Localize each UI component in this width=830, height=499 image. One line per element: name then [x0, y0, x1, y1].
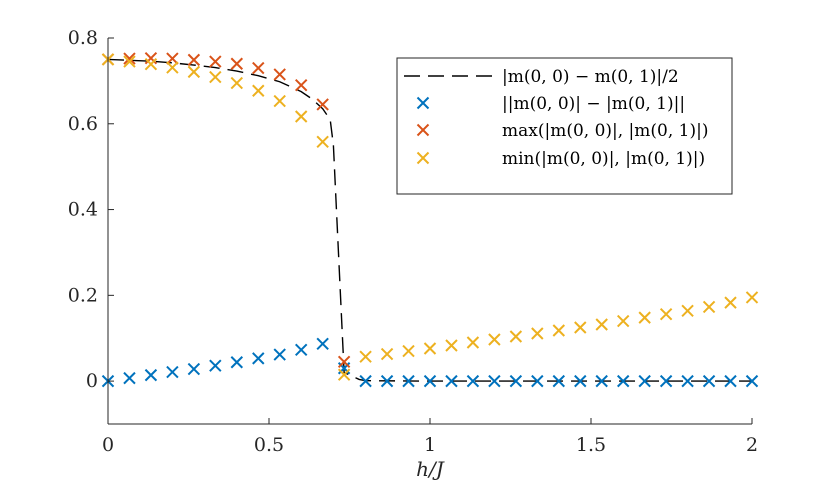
data-point [252, 352, 265, 365]
data-point [402, 344, 415, 358]
legend-box [396, 57, 733, 195]
data-point [273, 94, 286, 108]
legend-label: max(|m(0, 0)|, |m(0, 1)|) [502, 121, 708, 141]
data-point [466, 374, 480, 388]
data-point [659, 374, 673, 388]
data-point [531, 374, 544, 388]
data-point [123, 371, 136, 385]
data-point [531, 327, 544, 340]
x-tick-label: 1 [424, 434, 436, 456]
data-point [316, 98, 329, 111]
data-point [252, 84, 265, 97]
data-point [166, 52, 179, 65]
x-tick-label: 2 [746, 434, 758, 456]
data-point [209, 55, 222, 68]
data-point [638, 374, 651, 388]
data-point [209, 70, 222, 84]
data-point [230, 356, 244, 369]
data-point [552, 324, 566, 337]
data-point [337, 355, 351, 369]
data-point [144, 57, 158, 71]
data-point [230, 76, 244, 90]
data-point [574, 321, 587, 334]
data-point [402, 374, 415, 388]
data-point [423, 374, 437, 388]
data-point [187, 65, 201, 79]
series-3 [101, 53, 759, 381]
data-point [702, 300, 716, 314]
data-point [616, 314, 630, 328]
data-point [273, 68, 286, 81]
legend-entry-3: min(|m(0, 0)|, |m(0, 1)|) [416, 149, 705, 169]
data-point [294, 110, 308, 123]
data-point [574, 374, 587, 388]
data-point [745, 374, 759, 388]
data-point [423, 342, 437, 355]
data-point [595, 318, 608, 331]
series-1 [101, 337, 759, 388]
data-point [187, 362, 201, 376]
data-point [337, 368, 351, 381]
x-axis-label: h/J [416, 457, 445, 481]
data-point [488, 333, 501, 346]
data-point [445, 339, 458, 352]
data-point [616, 374, 630, 388]
data-point [230, 57, 244, 70]
legend-entry-2: max(|m(0, 0)|, |m(0, 1)|) [416, 121, 708, 141]
legend-label: |m(0, 0) − m(0, 1)|/2 [502, 67, 679, 87]
y-tick-label: 0.2 [68, 284, 98, 306]
data-point [552, 374, 566, 388]
y-tick-label: 0.4 [68, 199, 98, 221]
data-point [681, 304, 694, 317]
data-point [294, 78, 308, 92]
data-point [702, 374, 716, 388]
data-point [745, 291, 759, 304]
data-point [166, 365, 179, 379]
data-point [273, 348, 286, 361]
data-point [595, 374, 608, 388]
data-point [252, 61, 265, 75]
data-point [166, 61, 179, 74]
x-tick-label: 0 [102, 434, 114, 456]
data-point [209, 359, 222, 372]
legend-swatch-x [416, 96, 430, 110]
y-tick-label: 0 [86, 370, 98, 392]
x-tick-label: 0.5 [254, 434, 284, 456]
legend: |m(0, 0) − m(0, 1)|/2 ||m(0, 0)| − |m(0, … [396, 57, 733, 195]
data-point [123, 52, 136, 65]
y-tick-label: 0.8 [68, 27, 98, 49]
data-point [316, 337, 329, 351]
legend-entry-1: ||m(0, 0)| − |m(0, 1)|| [416, 94, 685, 114]
data-point [638, 311, 651, 324]
data-point [509, 374, 523, 388]
data-point [659, 307, 673, 321]
data-point [380, 374, 394, 388]
data-point [466, 336, 480, 349]
data-point [488, 374, 501, 388]
data-point [123, 55, 136, 68]
legend-swatch-x [416, 123, 430, 137]
data-point [724, 374, 737, 388]
data-point [724, 296, 737, 309]
data-point [681, 374, 694, 388]
data-point [187, 53, 201, 67]
data-point [509, 330, 523, 343]
legend-entry-0: |m(0, 0) − m(0, 1)|/2 [404, 67, 679, 87]
data-point [445, 374, 458, 388]
legend-label: min(|m(0, 0)|, |m(0, 1)|) [502, 149, 705, 169]
data-point [294, 343, 308, 357]
legend-label: ||m(0, 0)| − |m(0, 1)|| [502, 94, 685, 114]
data-point [144, 368, 158, 382]
series-layer [101, 51, 759, 388]
data-point [359, 350, 372, 363]
ticks-layer: 0 0.5 1 1.5 2 0 0.2 0.4 0.6 0.8 [68, 27, 758, 456]
data-point [380, 347, 394, 361]
legend-swatch-x [416, 151, 430, 165]
y-tick-label: 0.6 [68, 113, 98, 135]
x-tick-label: 1.5 [576, 434, 606, 456]
data-point [316, 135, 329, 148]
data-point [359, 374, 372, 388]
